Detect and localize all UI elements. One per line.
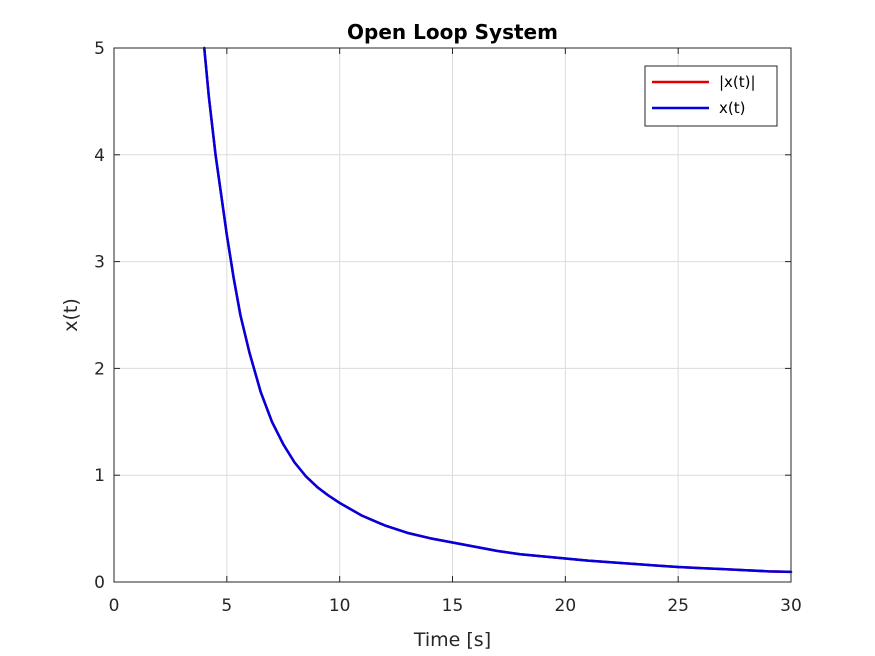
x-axis-label: Time [s] xyxy=(413,629,491,651)
x-tick-label: 20 xyxy=(555,596,577,616)
series-line-x xyxy=(203,46,793,574)
legend: |x(t)| x(t) xyxy=(644,65,778,127)
x-tick-label: 30 xyxy=(780,596,802,616)
legend-entry: x(t) xyxy=(719,99,745,117)
x-tick-label: 0 xyxy=(109,596,120,616)
y-tick-label: 4 xyxy=(94,146,105,166)
y-axis-label: x(t) xyxy=(60,298,82,332)
x-tick-label: 25 xyxy=(667,596,689,616)
axis-ticks: 0 5 10 15 20 25 30 0 1 2 3 4 5 xyxy=(94,39,802,616)
y-tick-label: 1 xyxy=(94,466,105,486)
x-tick-label: 15 xyxy=(442,596,464,616)
y-tick-label: 3 xyxy=(94,253,105,273)
y-tick-label: 2 xyxy=(94,359,105,379)
x-tick-label: 10 xyxy=(329,596,351,616)
y-tick-label: 5 xyxy=(94,39,105,59)
chart-title: Open Loop System xyxy=(347,20,558,44)
y-tick-label: 0 xyxy=(94,573,105,593)
legend-entry: |x(t)| xyxy=(719,73,756,91)
legend-box xyxy=(644,65,778,127)
x-tick-label: 5 xyxy=(221,596,232,616)
series-layer xyxy=(203,46,793,574)
